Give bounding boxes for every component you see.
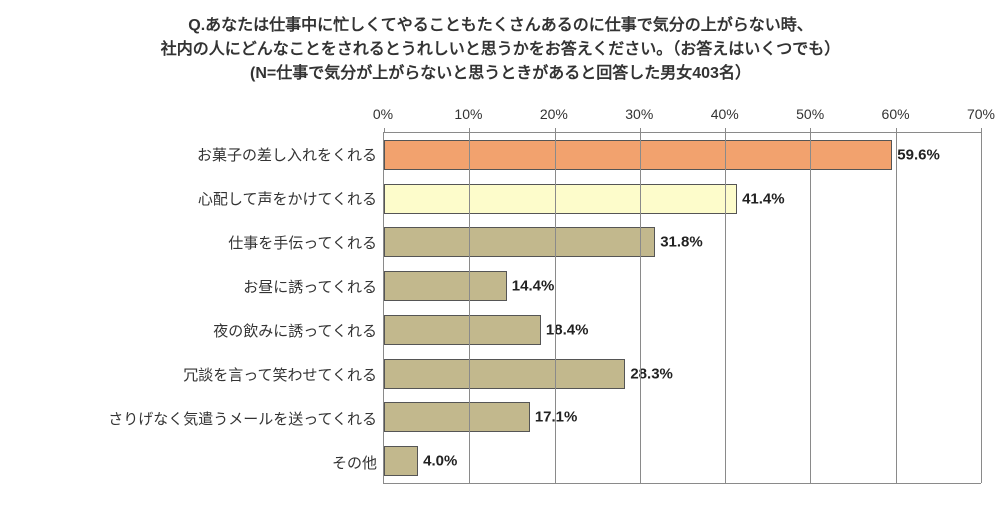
- title-line-1: Q.あなたは仕事中に忙しくてやることもたくさんあるのに仕事で気分の上がらない時、: [188, 17, 812, 34]
- x-tick-mark: [725, 128, 726, 133]
- x-tick-label: 50%: [796, 106, 824, 122]
- y-axis-labels: お菓子の差し入れをくれる 心配して声をかけてくれる 仕事を手伝ってくれる お昼に…: [20, 104, 383, 484]
- x-tick-label: 30%: [625, 106, 653, 122]
- gridline: [469, 133, 470, 483]
- value-label: 41.4%: [742, 190, 785, 207]
- bar-slot: 41.4%: [384, 177, 981, 221]
- x-tick-mark: [384, 128, 385, 133]
- gridline: [555, 133, 556, 483]
- x-tick-mark: [981, 128, 982, 133]
- gridline: [896, 133, 897, 483]
- bar-slot: 18.4%: [384, 308, 981, 352]
- plot-outer: 0%10%20%30%40%50%60%70% 59.6%41.4%31.8%1…: [383, 104, 981, 484]
- x-tick-label: 20%: [540, 106, 568, 122]
- bar-slot: 28.3%: [384, 352, 981, 396]
- y-label: 夜の飲みに誘ってくれる: [20, 308, 383, 352]
- value-label: 31.8%: [660, 234, 703, 251]
- plot-row: お菓子の差し入れをくれる 心配して声をかけてくれる 仕事を手伝ってくれる お昼に…: [20, 104, 981, 484]
- x-tick-mark: [896, 128, 897, 133]
- x-tick-label: 60%: [882, 106, 910, 122]
- bar: 18.4%: [384, 315, 541, 345]
- bar: 28.3%: [384, 359, 625, 389]
- y-label: 仕事を手伝ってくれる: [20, 220, 383, 264]
- x-tick-label: 40%: [711, 106, 739, 122]
- bar-slot: 31.8%: [384, 221, 981, 265]
- bar-slot: 4.0%: [384, 439, 981, 483]
- x-tick-mark: [469, 128, 470, 133]
- plot-area: 59.6% 41.4% 31.8% 14.4% 18.4% 28.3% 17.1% 4.0%: [383, 132, 981, 484]
- value-label: 59.6%: [897, 146, 940, 163]
- bar-slot: 59.6%: [384, 133, 981, 177]
- value-label: 14.4%: [512, 278, 555, 295]
- bar: 17.1%: [384, 402, 530, 432]
- bars-layer: 59.6% 41.4% 31.8% 14.4% 18.4% 28.3% 17.1% 4.0%: [384, 133, 981, 483]
- x-tick-label: 0%: [373, 106, 393, 122]
- bar: 4.0%: [384, 446, 418, 476]
- x-tick-mark: [810, 128, 811, 133]
- title-line-3: (N=仕事で気分が上がらないと思うときがあると回答した男女403名）: [250, 65, 751, 82]
- bar-slot: 17.1%: [384, 396, 981, 440]
- y-label: さりげなく気遣うメールを送ってくれる: [20, 396, 383, 440]
- bar: 31.8%: [384, 227, 655, 257]
- gridline: [810, 133, 811, 483]
- x-tick-mark: [555, 128, 556, 133]
- y-label: お昼に誘ってくれる: [20, 264, 383, 308]
- bar: 59.6%: [384, 140, 892, 170]
- title-line-2: 社内の人にどんなことをされるとうれしいと思うかをお答えください。（お答えはいくつ…: [161, 41, 841, 58]
- x-axis: 0%10%20%30%40%50%60%70%: [383, 104, 981, 132]
- y-label: 心配して声をかけてくれる: [20, 176, 383, 220]
- value-label: 18.4%: [546, 321, 589, 338]
- bar-slot: 14.4%: [384, 264, 981, 308]
- bar: 41.4%: [384, 184, 737, 214]
- survey-bar-chart: Q.あなたは仕事中に忙しくてやることもたくさんあるのに仕事で気分の上がらない時、…: [0, 0, 1001, 518]
- gridline: [725, 133, 726, 483]
- bar: 14.4%: [384, 271, 507, 301]
- value-label: 4.0%: [423, 453, 457, 470]
- value-label: 17.1%: [535, 409, 578, 426]
- x-tick-label: 70%: [967, 106, 995, 122]
- y-label: お菓子の差し入れをくれる: [20, 132, 383, 176]
- gridline: [981, 133, 982, 483]
- x-tick-label: 10%: [454, 106, 482, 122]
- chart-title: Q.あなたは仕事中に忙しくてやることもたくさんあるのに仕事で気分の上がらない時、…: [20, 14, 981, 86]
- gridline: [640, 133, 641, 483]
- y-label: 冗談を言って笑わせてくれる: [20, 352, 383, 396]
- x-tick-mark: [640, 128, 641, 133]
- value-label: 28.3%: [630, 365, 673, 382]
- y-label: その他: [20, 440, 383, 484]
